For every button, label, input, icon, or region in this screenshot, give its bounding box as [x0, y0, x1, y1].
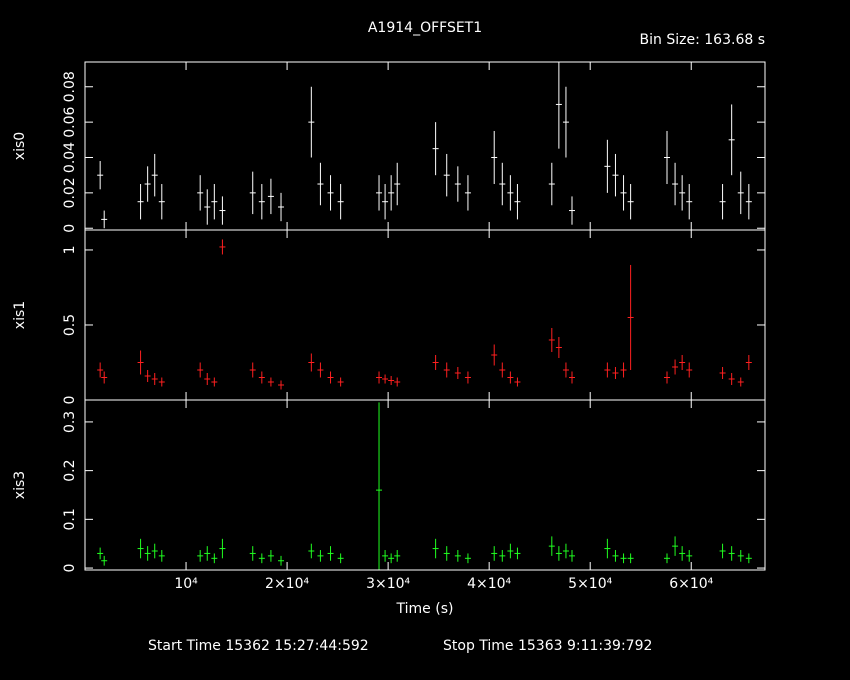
- y-axis-label: xis0: [12, 132, 28, 160]
- y-tick-label: 0.1: [62, 508, 78, 530]
- panel-data: [97, 402, 752, 570]
- bin-size: Bin Size: 163.68 s: [640, 32, 765, 48]
- panel-data: [97, 239, 752, 390]
- y-tick-label: 0.2: [62, 459, 78, 481]
- y-tick-label: 0.04: [62, 142, 78, 173]
- x-axis-label: Time (s): [396, 601, 454, 617]
- panel-frame: [84, 399, 766, 571]
- chart-title: A1914_OFFSET1: [368, 20, 482, 36]
- x-tick-label: 2×10⁴: [265, 576, 309, 592]
- y-axis-label: xis1: [12, 301, 28, 329]
- x-tick-label: 5×10⁴: [568, 576, 612, 592]
- panel-data: [97, 62, 752, 229]
- y-tick-label: 0.02: [62, 177, 78, 208]
- stop-time: Stop Time 15363 9:11:39:792: [443, 638, 652, 654]
- y-tick-label: 0.3: [62, 411, 78, 433]
- y-tick-label: 0: [62, 224, 78, 233]
- x-tick-label: 4×10⁴: [467, 576, 511, 592]
- y-tick-label: 0.06: [62, 106, 78, 137]
- y-tick-label: 1: [62, 245, 78, 254]
- x-tick-label: 10⁴: [174, 576, 198, 592]
- x-tick-label: 3×10⁴: [366, 576, 410, 592]
- y-axis-label: xis3: [12, 471, 28, 499]
- start-time: Start Time 15362 15:27:44:592: [148, 638, 369, 654]
- x-tick-label: 6×10⁴: [669, 576, 713, 592]
- y-tick-label: 0.5: [62, 314, 78, 336]
- y-tick-label: 0: [62, 564, 78, 573]
- y-tick-label: 0: [62, 396, 78, 405]
- y-tick-label: 0.08: [62, 71, 78, 102]
